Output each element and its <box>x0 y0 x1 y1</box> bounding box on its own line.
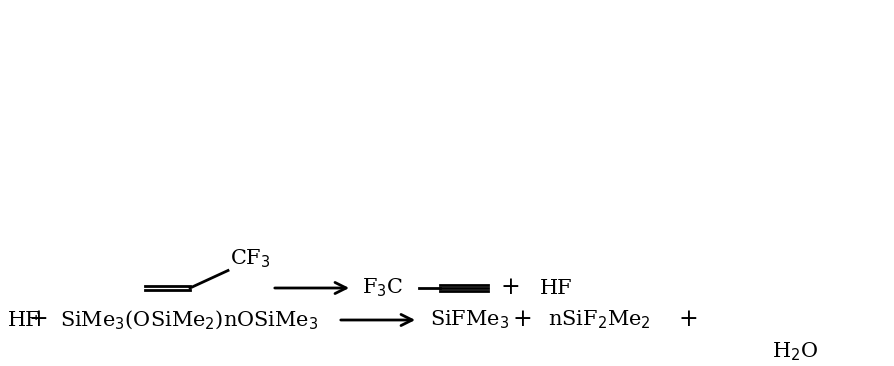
Text: HF: HF <box>539 279 572 298</box>
Text: +: + <box>500 276 519 299</box>
Text: SiFMe$_3$: SiFMe$_3$ <box>429 309 509 331</box>
Text: +: + <box>511 309 531 332</box>
Text: H$_2$O: H$_2$O <box>772 341 817 363</box>
Text: HF: HF <box>8 310 40 329</box>
Text: +: + <box>678 309 697 332</box>
Text: SiMe$_3$(OSiMe$_2$)nOSiMe$_3$: SiMe$_3$(OSiMe$_2$)nOSiMe$_3$ <box>60 309 318 332</box>
Text: +: + <box>28 309 47 332</box>
Text: F$_3$C: F$_3$C <box>361 277 403 299</box>
Text: nSiF$_2$Me$_2$: nSiF$_2$Me$_2$ <box>547 309 650 331</box>
Text: CF$_3$: CF$_3$ <box>230 247 270 269</box>
